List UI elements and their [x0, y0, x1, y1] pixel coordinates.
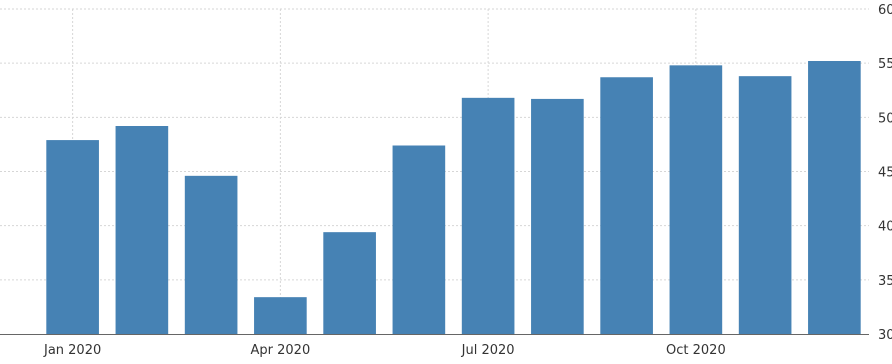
x-tick-label: Jul 2020: [461, 343, 515, 358]
y-tick-label: 50: [878, 111, 892, 126]
bar: [254, 297, 307, 334]
y-tick-label: 30: [878, 328, 892, 343]
bar: [738, 76, 792, 335]
bar: [46, 140, 99, 334]
y-tick-label: 45: [878, 166, 892, 181]
bar: [115, 126, 169, 334]
x-axis-ticks: Jan 2020 Apr 2020 Jul 2020 Oct 2020: [43, 343, 726, 358]
y-tick-label: 35: [878, 274, 892, 289]
bar: [531, 98, 584, 335]
bar: [323, 232, 376, 334]
y-tick-label: 55: [878, 57, 892, 72]
x-tick-label: Apr 2020: [251, 343, 311, 358]
bar: [184, 175, 238, 334]
bar: [669, 65, 723, 334]
bar: [808, 61, 861, 334]
y-axis-ticks: 30 35 40 45 50 55 60: [878, 3, 892, 343]
y-tick-label: 60: [878, 3, 892, 18]
bar: [600, 77, 653, 334]
y-tick-label: 40: [878, 220, 892, 235]
bar: [461, 97, 515, 334]
x-tick-label: Oct 2020: [666, 343, 726, 358]
x-tick-label: Jan 2020: [43, 343, 101, 358]
bar: [392, 145, 446, 334]
bars: [46, 61, 861, 335]
